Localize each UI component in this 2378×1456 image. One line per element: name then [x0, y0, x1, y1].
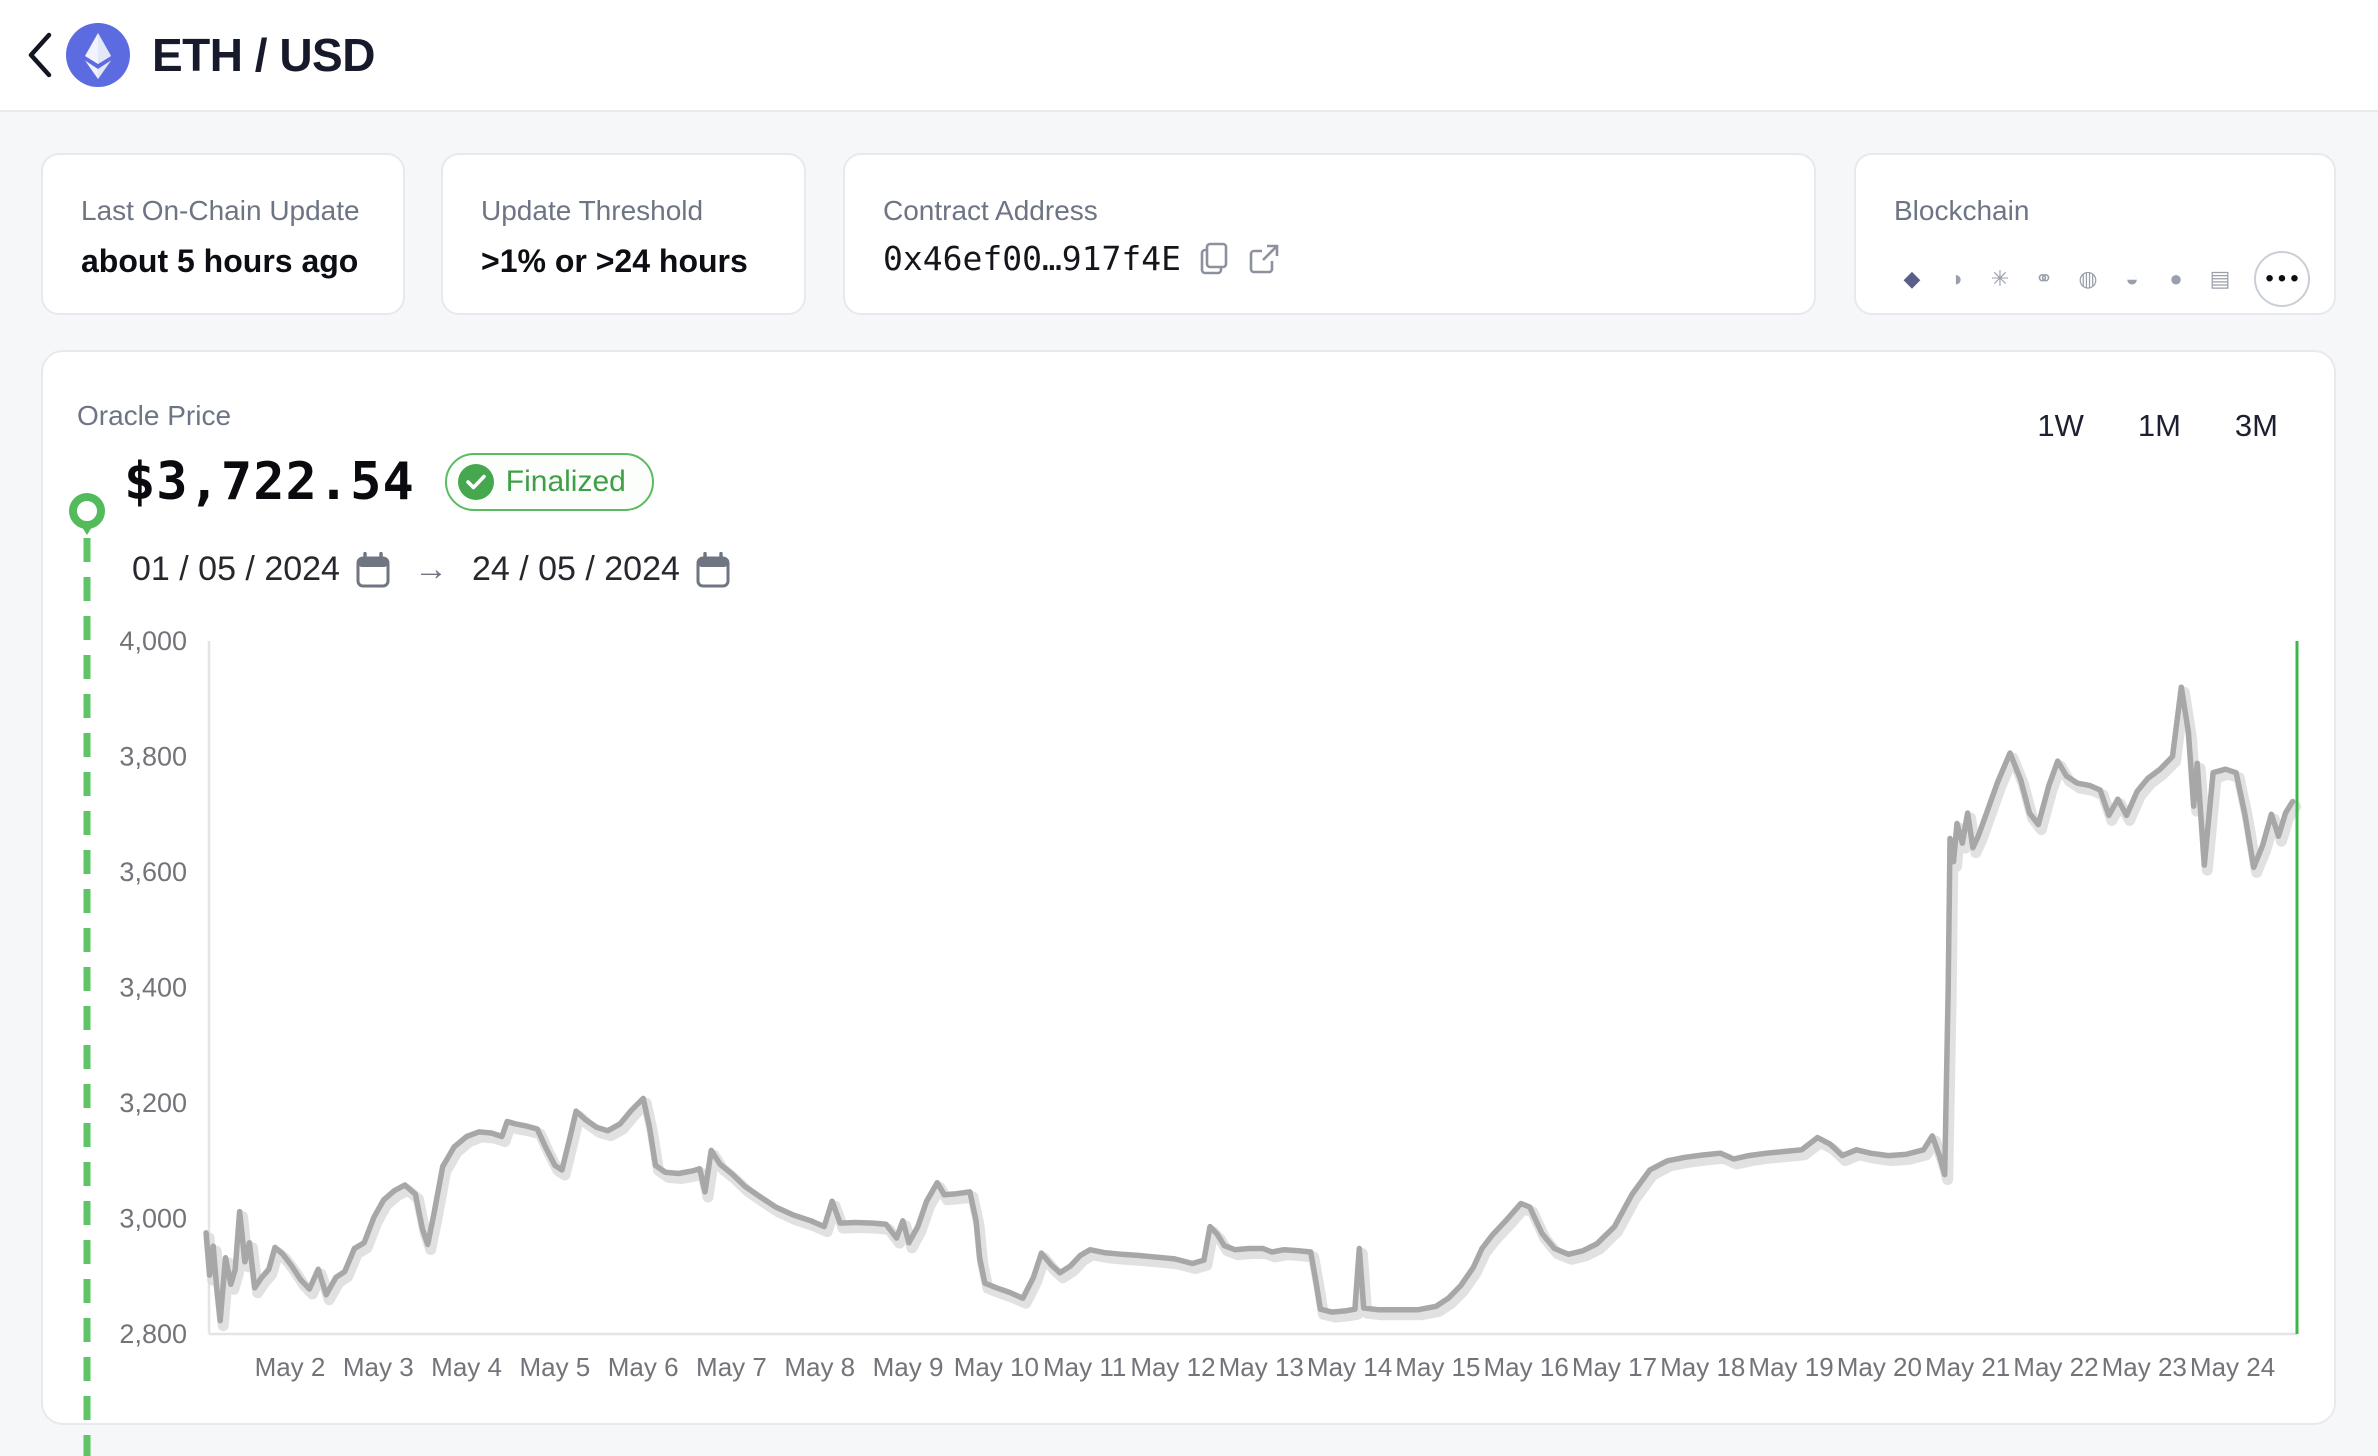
oracle-price-panel: Oracle Price 1W 1M 3M $3,722.54 Finalize…	[41, 350, 2336, 1425]
x-tick-label: May 9	[873, 1352, 944, 1382]
eth-logo-icon	[66, 23, 130, 87]
y-tick-label: 3,600	[119, 857, 187, 887]
x-tick-label: May 7	[696, 1352, 767, 1382]
external-link-icon[interactable]	[1247, 242, 1281, 276]
chain-icon-2[interactable]: ◑	[1949, 266, 1963, 291]
blockchain-label: Blockchain	[1894, 195, 2030, 226]
x-tick-label: May 17	[1572, 1352, 1657, 1382]
more-chains-button[interactable]: •••	[2254, 251, 2310, 307]
x-tick-label: May 14	[1307, 1352, 1392, 1382]
x-tick-label: May 16	[1484, 1352, 1569, 1382]
x-tick-label: May 5	[519, 1352, 590, 1382]
app-header: ETH / USD	[0, 0, 2378, 112]
range-button-1m[interactable]: 1M	[2137, 408, 2181, 443]
chain-icon-6[interactable]: ◒	[2125, 266, 2139, 291]
threshold-label: Update Threshold	[481, 195, 704, 226]
chain-icon-3[interactable]: ✳	[1990, 266, 2010, 291]
arrow-right-icon: →	[413, 550, 448, 588]
y-tick-label: 3,200	[119, 1088, 187, 1118]
card-contract-address: Contract Address 0x46ef00…917f4E	[843, 153, 1816, 315]
x-tick-label: May 23	[2102, 1352, 2187, 1382]
copy-icon[interactable]	[1197, 242, 1231, 276]
check-icon	[457, 464, 494, 500]
x-tick-label: May 24	[2190, 1352, 2275, 1382]
y-tick-label: 4,000	[119, 626, 187, 656]
x-tick-label: May 19	[1748, 1352, 1833, 1382]
calendar-icon[interactable]	[356, 551, 390, 588]
x-tick-label: May 15	[1395, 1352, 1480, 1382]
chain-icon-5[interactable]: ◍	[2078, 266, 2098, 291]
chevron-left-icon	[28, 32, 52, 78]
blockchain-chains-row: ◆ ◑ ✳ ⚭ ◍ ◒ ● ▤ •••	[1890, 251, 2310, 307]
price-chart-canvas[interactable]: 2,800 3,000 3,200 3,400 3,600 3,800 4,000 May 2…	[43, 620, 2338, 1420]
finalized-badge: Finalized	[444, 453, 654, 511]
x-tick-label: May 21	[1925, 1352, 2010, 1382]
y-tick-label: 3,800	[119, 742, 187, 772]
last-update-label: Last On-Chain Update	[81, 195, 360, 226]
contract-address-value: 0x46ef00…917f4E	[883, 239, 1182, 278]
date-from-input[interactable]: 01 / 05 / 2024	[132, 550, 340, 588]
x-tick-label: May 8	[784, 1352, 855, 1382]
x-tick-label: May 11	[1043, 1352, 1126, 1382]
x-tick-label: May 2	[255, 1352, 326, 1382]
x-tick-label: May 22	[2013, 1352, 2098, 1382]
threshold-value: >1% or >24 hours	[481, 243, 748, 279]
price-line-halo	[203, 686, 2302, 1332]
date-range-picker: 01 / 05 / 2024 → 24 / 05 / 2024	[132, 550, 730, 589]
x-tick-label: May 13	[1219, 1352, 1304, 1382]
x-tick-label: May 20	[1837, 1352, 1922, 1382]
back-button[interactable]	[12, 19, 68, 91]
x-tick-label: May 3	[343, 1352, 414, 1382]
chain-icon-7[interactable]: ●	[2169, 266, 2183, 291]
x-tick-label: May 12	[1130, 1352, 1215, 1382]
finalized-badge-label: Finalized	[505, 465, 626, 498]
x-tick-label: May 4	[431, 1352, 502, 1382]
x-tick-label: May 10	[954, 1352, 1039, 1382]
y-tick-label: 2,800	[119, 1319, 187, 1349]
last-update-value: about 5 hours ago	[81, 243, 359, 279]
oracle-price-label: Oracle Price	[77, 400, 232, 431]
page-title: ETH / USD	[152, 29, 375, 81]
y-tick-label: 3,400	[119, 973, 187, 1003]
x-tick-label: May 6	[608, 1352, 679, 1382]
price-line	[203, 684, 2296, 1324]
y-tick-label: 3,000	[119, 1204, 187, 1234]
range-button-1w[interactable]: 1W	[2037, 408, 2084, 443]
x-tick-label: May 18	[1660, 1352, 1745, 1382]
card-blockchain: Blockchain ◆ ◑ ✳ ⚭ ◍ ◒ ● ▤ •••	[1854, 153, 2336, 315]
oracle-price-value: $3,722.54	[124, 452, 415, 512]
card-last-onchain-update: Last On-Chain Update about 5 hours ago	[41, 153, 405, 315]
card-update-threshold: Update Threshold >1% or >24 hours	[441, 153, 806, 315]
contract-label: Contract Address	[883, 195, 1098, 226]
time-range-selector: 1W 1M 3M	[2037, 408, 2278, 444]
date-to-input[interactable]: 24 / 05 / 2024	[471, 550, 680, 588]
range-button-3m[interactable]: 3M	[2234, 408, 2278, 443]
calendar-icon[interactable]	[696, 551, 730, 588]
chain-icon-ethereum[interactable]: ◆	[1903, 266, 1921, 291]
chain-icon-4[interactable]: ⚭	[2034, 266, 2054, 291]
chain-icon-8[interactable]: ▤	[2209, 266, 2231, 291]
ellipsis-icon: •••	[2265, 265, 2303, 292]
